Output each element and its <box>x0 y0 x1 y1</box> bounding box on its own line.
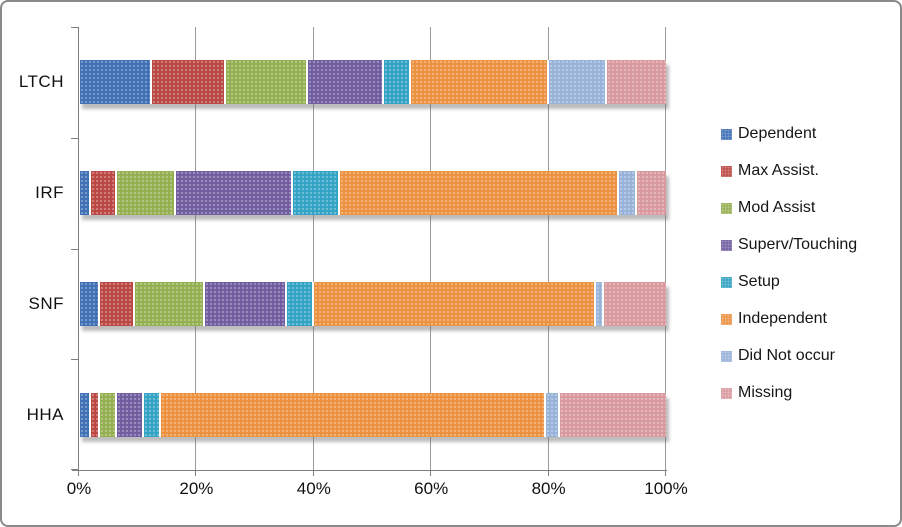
x-axis-line <box>72 470 667 471</box>
segment-ltch-missing <box>607 60 666 105</box>
segment-snf-independent <box>313 281 596 326</box>
bar-irf <box>79 171 666 216</box>
legend-swatch-icon <box>721 313 732 325</box>
legend-label: Setup <box>738 273 780 290</box>
legend-label: Missing <box>738 384 793 401</box>
x-tick-label-20: 20% <box>179 479 214 498</box>
segment-ltch-max-assist- <box>152 60 226 105</box>
segment-snf-mod-assist <box>134 281 206 326</box>
y-axis-tick <box>71 137 78 139</box>
legend-item-dependent: Dependent <box>721 125 857 143</box>
legend-item-mod-assist: Mod Assist <box>721 199 857 217</box>
segment-hha-setup <box>143 392 162 437</box>
legend-label: Did Not occur <box>738 347 835 364</box>
legend-swatch-icon <box>721 128 732 140</box>
segment-irf-dependent <box>79 171 91 216</box>
y-axis-line <box>78 27 79 470</box>
y-axis-tick <box>71 359 78 361</box>
value-axis-labels: 0% 20% 40% 60% 80% 100% <box>67 479 688 501</box>
legend-item-did-not-occur: Did Not occur <box>721 347 857 365</box>
category-slot-hha <box>79 359 666 470</box>
legend: Dependent Max Assist. Mod Assist Superv/Tou… <box>721 125 857 402</box>
gridline-40 <box>312 27 314 470</box>
x-tick-label-80: 80% <box>531 479 566 498</box>
category-label-irf: IRF <box>35 183 64 203</box>
plot-area <box>71 27 667 476</box>
legend-swatch-icon <box>721 350 732 362</box>
bar-ltch <box>79 60 666 105</box>
segment-irf-superv-touching <box>175 171 294 216</box>
segment-hha-missing <box>560 392 666 437</box>
category-slot-snf <box>79 249 666 360</box>
gridline-60 <box>430 27 432 470</box>
category-label-snf: SNF <box>28 293 64 313</box>
legend-item-max-assist-: Max Assist. <box>721 162 857 180</box>
y-axis-tick <box>71 469 78 470</box>
x-axis-tick-60 <box>430 471 432 476</box>
segment-hha-independent <box>161 392 546 437</box>
legend-item-superv-touching: Superv/Touching <box>721 236 857 254</box>
segment-snf-dependent <box>79 281 100 326</box>
category-axis-labels: LTCH IRF SNF HHA <box>2 27 64 470</box>
segment-ltch-superv-touching <box>307 60 385 105</box>
legend-label: Max Assist. <box>738 162 819 179</box>
segment-snf-missing <box>604 281 666 326</box>
legend-label: Superv/Touching <box>738 236 858 253</box>
segment-ltch-dependent <box>79 60 153 105</box>
legend-label: Mod Assist <box>738 199 816 216</box>
y-axis-tick <box>71 27 78 28</box>
legend-swatch-icon <box>721 165 732 177</box>
gridline-80 <box>547 27 549 470</box>
segment-snf-setup <box>287 281 314 326</box>
gridline-20 <box>195 27 197 470</box>
segment-hha-superv-touching <box>117 392 144 437</box>
segment-hha-max-assist- <box>90 392 100 437</box>
legend-swatch-icon <box>721 239 732 251</box>
x-axis-tick-100 <box>665 471 666 476</box>
segment-irf-did-not-occur <box>618 171 637 216</box>
segment-hha-did-not-occur <box>545 392 561 437</box>
x-axis-tick-20 <box>195 471 197 476</box>
legend-swatch-icon <box>721 276 732 288</box>
category-label-hha: HHA <box>26 404 64 424</box>
x-tick-label-60: 60% <box>414 479 449 498</box>
category-slot-irf <box>79 138 666 249</box>
segment-ltch-independent <box>410 60 549 105</box>
x-tick-label-0: 0% <box>66 479 92 498</box>
segment-irf-setup <box>293 171 341 216</box>
legend-swatch-icon <box>721 387 732 399</box>
legend-swatch-icon <box>721 202 732 214</box>
legend-item-independent: Independent <box>721 310 857 328</box>
segment-irf-independent <box>340 171 619 216</box>
segment-irf-max-assist- <box>90 171 118 216</box>
legend-item-missing: Missing <box>721 384 857 402</box>
legend-item-setup: Setup <box>721 273 857 291</box>
bar-rows <box>79 27 666 470</box>
x-tick-label-100: 100% <box>644 479 688 498</box>
x-axis-tick-80 <box>547 471 549 476</box>
y-axis-tick <box>71 248 78 250</box>
segment-hha-dependent <box>79 392 91 437</box>
legend-label: Independent <box>738 310 827 327</box>
legend-label: Dependent <box>738 125 817 142</box>
segment-snf-superv-touching <box>205 281 288 326</box>
segment-irf-missing <box>636 171 666 216</box>
segment-ltch-did-not-occur <box>548 60 608 105</box>
segment-hha-mod-assist <box>99 392 118 437</box>
segment-snf-max-assist- <box>99 281 135 326</box>
segment-snf-did-not-occur <box>595 281 605 326</box>
category-slot-ltch <box>79 27 666 138</box>
bar-hha <box>79 392 666 437</box>
segment-ltch-setup <box>384 60 411 105</box>
category-label-ltch: LTCH <box>18 72 64 92</box>
segment-ltch-mod-assist <box>225 60 308 105</box>
gridline-100 <box>665 27 666 470</box>
bar-snf <box>79 281 666 326</box>
x-tick-label-40: 40% <box>296 479 331 498</box>
segment-irf-mod-assist <box>117 171 176 216</box>
x-axis-tick-40 <box>312 471 314 476</box>
x-axis-tick-0 <box>78 471 79 476</box>
